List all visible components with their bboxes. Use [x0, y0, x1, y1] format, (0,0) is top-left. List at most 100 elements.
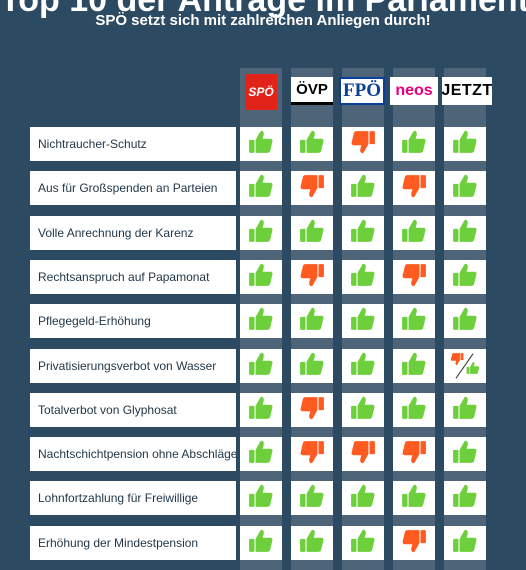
- thumbs-up-icon: [452, 173, 478, 204]
- thumbs-up-icon: [401, 218, 427, 249]
- vote-cell-spo: [240, 216, 282, 250]
- thumbs-up-icon: [401, 395, 427, 426]
- vote-cell-ovp: [291, 437, 333, 471]
- thumbs-up-icon: [452, 306, 478, 337]
- vote-cell-spo: [240, 437, 282, 471]
- vote-cell-jetzt: [444, 171, 486, 205]
- party-logo-jetzt: JETZT: [442, 77, 492, 105]
- thumbs-down-icon: [401, 439, 427, 470]
- thumbs-up-icon: [350, 395, 376, 426]
- vote-cell-jetzt: [444, 481, 486, 515]
- motion-label: Privatisierungsverbot von Wasser: [30, 349, 236, 383]
- thumbs-up-icon: [248, 306, 274, 337]
- vote-cell-spo: [240, 260, 282, 294]
- vote-cell-ovp: [291, 349, 333, 383]
- thumbs-up-icon: [452, 262, 478, 293]
- vote-cell-neos: [393, 481, 435, 515]
- party-logo-neos: neos: [390, 77, 438, 105]
- vote-cell-jetzt: [444, 216, 486, 250]
- vote-cell-spo: [240, 304, 282, 338]
- thumbs-up-icon: [299, 483, 325, 514]
- thumbs-up-icon: [401, 351, 427, 382]
- thumbs-down-icon: [299, 173, 325, 204]
- mixed-vote-icon: [450, 352, 480, 380]
- thumbs-up-icon: [350, 262, 376, 293]
- motion-label: Nichtraucher-Schutz: [30, 127, 236, 161]
- thumbs-up-icon: [248, 218, 274, 249]
- motion-label: Rechtsanspruch auf Papamonat: [30, 260, 236, 294]
- vote-cell-fpo: [342, 216, 384, 250]
- vote-cell-ovp: [291, 304, 333, 338]
- thumbs-down-icon: [401, 528, 427, 559]
- vote-cell-jetzt: [444, 393, 486, 427]
- vote-cell-neos: [393, 349, 435, 383]
- thumbs-up-icon: [350, 306, 376, 337]
- thumbs-down-icon: [299, 439, 325, 470]
- thumbs-up-icon: [248, 439, 274, 470]
- vote-cell-spo: [240, 127, 282, 161]
- vote-cell-neos: [393, 526, 435, 560]
- motion-label: Aus für Großspenden an Parteien: [30, 171, 236, 205]
- vote-cell-neos: [393, 304, 435, 338]
- page-title: Top 10 der Anträge im Parlament: [0, 0, 526, 19]
- party-logo-ovp: ÖVP: [291, 77, 333, 105]
- motion-label: Volle Anrechnung der Karenz: [30, 216, 236, 250]
- motion-label: Lohnfortzahlung für Freiwillige: [30, 481, 236, 515]
- thumbs-up-icon: [452, 395, 478, 426]
- thumbs-down-icon: [401, 173, 427, 204]
- vote-cell-ovp: [291, 526, 333, 560]
- thumbs-down-icon: [350, 129, 376, 160]
- vote-cell-ovp: [291, 481, 333, 515]
- vote-cell-fpo: [342, 304, 384, 338]
- vote-cell-fpo: [342, 481, 384, 515]
- vote-cell-jetzt: [444, 260, 486, 294]
- thumbs-up-icon: [401, 483, 427, 514]
- thumbs-up-icon: [248, 262, 274, 293]
- vote-cell-spo: [240, 526, 282, 560]
- thumbs-down-icon: [350, 439, 376, 470]
- vote-cell-ovp: [291, 127, 333, 161]
- motion-label: Totalverbot von Glyphosat: [30, 393, 236, 427]
- vote-cell-jetzt: [444, 304, 486, 338]
- vote-cell-fpo: [342, 437, 384, 471]
- vote-cell-spo: [240, 481, 282, 515]
- vote-cell-fpo: [342, 260, 384, 294]
- thumbs-up-icon: [350, 483, 376, 514]
- thumbs-down-icon: [401, 262, 427, 293]
- vote-cell-fpo: [342, 127, 384, 161]
- party-logo-fpo: FPÖ: [339, 77, 385, 105]
- vote-cell-neos: [393, 127, 435, 161]
- page-subtitle: SPÖ setzt sich mit zahlreichen Anliegen …: [95, 12, 431, 29]
- thumbs-up-icon: [299, 218, 325, 249]
- thumbs-up-icon: [452, 528, 478, 559]
- thumbs-up-icon: [248, 129, 274, 160]
- thumbs-up-icon: [248, 351, 274, 382]
- vote-cell-ovp: [291, 216, 333, 250]
- thumbs-up-icon: [401, 129, 427, 160]
- thumbs-up-icon: [248, 173, 274, 204]
- vote-cell-neos: [393, 216, 435, 250]
- vote-cell-spo: [240, 171, 282, 205]
- vote-cell-ovp: [291, 260, 333, 294]
- thumbs-up-icon: [350, 528, 376, 559]
- thumbs-down-icon: [299, 262, 325, 293]
- thumbs-up-icon: [401, 306, 427, 337]
- thumbs-up-icon: [452, 129, 478, 160]
- motion-label: Pflegegeld-Erhöhung: [30, 304, 236, 338]
- vote-cell-jetzt: [444, 526, 486, 560]
- thumbs-up-icon: [350, 351, 376, 382]
- thumbs-up-icon: [350, 218, 376, 249]
- thumbs-up-icon: [299, 351, 325, 382]
- thumbs-up-icon: [248, 483, 274, 514]
- thumbs-up-icon: [452, 218, 478, 249]
- vote-cell-neos: [393, 171, 435, 205]
- vote-cell-fpo: [342, 349, 384, 383]
- thumbs-down-icon: [299, 395, 325, 426]
- thumbs-up-icon: [248, 528, 274, 559]
- vote-cell-jetzt: [444, 349, 486, 383]
- thumbs-up-icon: [248, 395, 274, 426]
- vote-cell-jetzt: [444, 437, 486, 471]
- thumbs-up-icon: [452, 483, 478, 514]
- motion-label: Nachtschichtpension ohne Abschläge: [30, 437, 236, 471]
- party-logo-spo: SPÖ: [245, 74, 277, 110]
